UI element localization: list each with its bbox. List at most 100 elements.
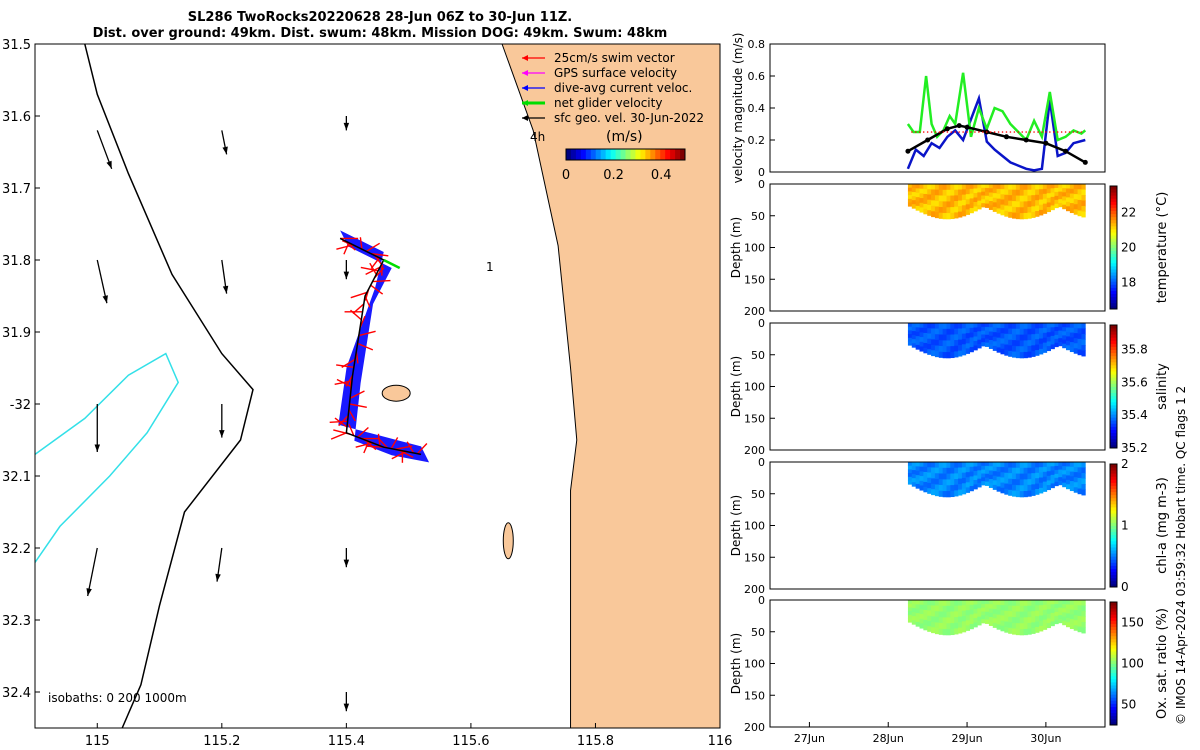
section-colorbar-cell [1110,275,1117,279]
section-cell [961,483,967,490]
section-cell [954,340,959,347]
section-cell [1046,327,1051,333]
section-cell [1073,487,1078,493]
section-cell [996,184,1001,190]
geo-vector-head-7 [219,430,225,438]
section-cell [907,191,913,196]
section-cell [992,193,998,199]
section-colorbar-cell [1110,380,1117,384]
section-colorbar-cell [1110,328,1117,332]
section-cell [954,206,959,213]
section-cell [988,470,994,476]
section-cell [1000,333,1005,339]
section-cell [1046,466,1051,472]
section-cell [1015,605,1021,612]
swim-speed-point [958,131,960,133]
section-cell [1069,337,1075,343]
section-cell [1046,202,1051,208]
section-cell [1039,204,1044,211]
section-cell [985,338,990,344]
section-cell [907,476,913,481]
section-colorbar-cell [1110,629,1117,634]
section-cell [992,462,998,467]
section-cell [973,484,978,490]
section-y-tick-label: 0 [758,594,765,607]
section-cell [1035,211,1040,217]
section-cell [938,201,944,208]
section-cell [1023,611,1028,618]
map-colorbar-cell [655,149,661,160]
section-cell [934,622,940,629]
section-cell [950,323,955,330]
section-cell [1054,323,1059,328]
section-colorbar-cell [1110,503,1117,508]
section-cell [973,600,978,605]
swim-speed-point [1029,131,1031,133]
section-cell [958,211,963,218]
section-cell [1000,348,1005,355]
section-cell [1008,467,1013,474]
section-cell [1015,323,1021,330]
section-cell [1000,204,1005,211]
section-cell [942,195,947,202]
section-cell [919,604,924,610]
section-cell [969,337,974,343]
section-colorbar-cell [1110,244,1117,248]
section-cell [1012,600,1017,607]
section-cell [919,609,924,615]
swim-speed-point [1064,131,1067,133]
section-cell [1019,623,1025,630]
section-colorbar-cell [1110,346,1117,350]
section-cell [907,469,913,474]
geo-vel-point [956,123,962,129]
section-cell [931,472,936,479]
section-cell [954,334,959,341]
section-colorbar-cell [1110,709,1117,714]
section-cell [1012,611,1017,618]
section-cell [1066,475,1071,481]
section-cell [1073,472,1078,478]
velocity-series-0 [906,93,1086,172]
section-cell [1062,327,1067,332]
section-cell [1077,194,1082,201]
section-cell [1077,349,1082,356]
section-cell [1035,483,1040,490]
section-cell [1069,623,1075,630]
section-cell [1031,339,1036,346]
section-cell [915,344,920,350]
map-colorbar-cell [600,149,607,160]
section-cell [950,467,955,474]
section-cell [1031,605,1036,612]
geo-vector-head-8 [86,588,92,596]
section-cell [988,344,994,349]
section-cell [1066,197,1071,203]
section-cell [996,476,1001,482]
section-cell [1039,615,1044,622]
section-cell [985,481,990,486]
section-cell [1031,611,1036,618]
section-cell [1046,613,1051,619]
legend-time-tag: 4h [530,130,545,144]
section-cell [942,611,947,618]
section-cell [1027,340,1032,347]
section-cell [1019,346,1025,353]
section-cell [1000,605,1005,611]
section-cell [907,337,913,342]
map-colorbar-cell [630,149,636,160]
section-cell [907,614,913,619]
section-cell [1073,477,1078,483]
section-cell [1073,600,1078,606]
swim-vector [416,443,428,455]
section-cell [1035,616,1040,623]
section-colorbar-cell [1110,583,1117,588]
section-cell [973,331,978,337]
section-cell [969,188,974,195]
section-colorbar-cell [1110,444,1117,449]
section-cell [1066,622,1071,628]
section-cell [907,323,913,328]
section-cell [1046,346,1051,352]
map-x-tick-label: 116 [708,734,733,749]
swim-vector [355,442,373,448]
section-cell [923,609,928,616]
